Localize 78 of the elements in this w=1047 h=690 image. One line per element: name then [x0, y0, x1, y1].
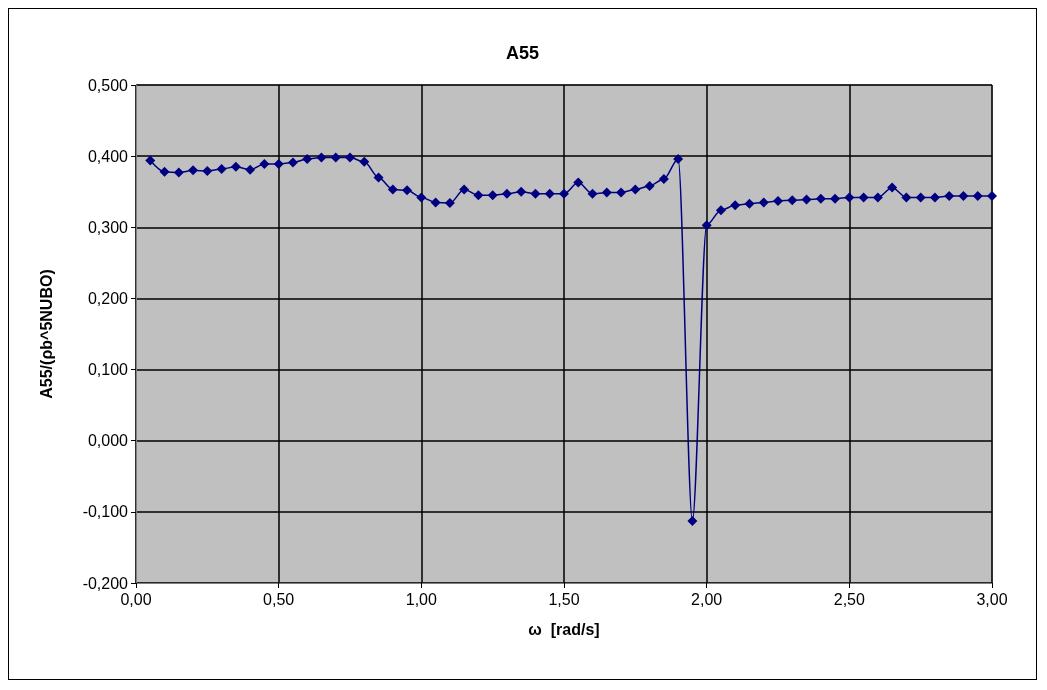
- point: [473, 190, 484, 201]
- point: [487, 190, 498, 201]
- point: [630, 184, 641, 195]
- point: [302, 153, 313, 164]
- point: [544, 188, 555, 199]
- point: [216, 163, 227, 174]
- point: [658, 173, 669, 184]
- point: [644, 181, 655, 192]
- x-tick-label: 0,50: [263, 590, 295, 608]
- point: [273, 158, 284, 169]
- point: [501, 188, 512, 199]
- x-tick-label: 2,00: [691, 590, 723, 608]
- point: [858, 192, 869, 203]
- point: [915, 192, 926, 203]
- point: [601, 187, 612, 198]
- point: [530, 188, 541, 199]
- chart-title: A55: [505, 43, 540, 63]
- point: [929, 192, 940, 203]
- point: [359, 156, 370, 167]
- point: [145, 155, 156, 166]
- point: [715, 205, 726, 216]
- point: [402, 185, 413, 196]
- point: [844, 192, 855, 203]
- point: [616, 187, 627, 198]
- x-tick-label: 2,50: [833, 590, 866, 608]
- point: [944, 190, 955, 201]
- point: [573, 177, 584, 188]
- point: [901, 192, 912, 203]
- point: [245, 164, 256, 175]
- point: [316, 152, 327, 163]
- point: [744, 198, 755, 209]
- point: [758, 197, 769, 208]
- point: [345, 152, 355, 163]
- y-tick-label: -0,200: [82, 574, 129, 592]
- y-tick-label: 0,500: [87, 76, 129, 94]
- point: [459, 184, 470, 195]
- point: [230, 161, 241, 172]
- point: [773, 195, 783, 206]
- point: [373, 172, 384, 183]
- point: [416, 192, 427, 203]
- y-tick-label: 0,200: [87, 289, 129, 307]
- point: [887, 182, 898, 193]
- point: [815, 193, 826, 204]
- y-axis-title: A55/(ρb^5NUBO): [37, 269, 55, 399]
- x-tick-label: 3,00: [976, 590, 1008, 608]
- point: [516, 186, 527, 197]
- point: [958, 190, 969, 201]
- point: [287, 157, 298, 168]
- y-tick-label: 0,400: [87, 147, 129, 165]
- point: [673, 153, 684, 164]
- point: [444, 198, 455, 209]
- point: [787, 195, 798, 206]
- point: [872, 192, 883, 203]
- point: [430, 197, 441, 208]
- x-tick-label: 0,00: [120, 590, 152, 608]
- point: [972, 190, 983, 201]
- y-tick-label: -0,100: [82, 503, 129, 521]
- point: [559, 188, 569, 199]
- point: [801, 194, 812, 205]
- point: [259, 158, 270, 169]
- x-tick-label: 1,00: [405, 590, 438, 608]
- x-tick-label: 1,50: [548, 590, 580, 608]
- point: [159, 166, 170, 177]
- point: [730, 200, 741, 211]
- point: [687, 516, 698, 527]
- point: [202, 166, 213, 177]
- point: [587, 188, 598, 199]
- point: [987, 190, 997, 201]
- x-axis-title: ω [rad/s]: [528, 620, 600, 638]
- point: [387, 184, 398, 195]
- y-tick-label: 0,000: [87, 432, 129, 450]
- point: [830, 193, 841, 204]
- point: [701, 220, 712, 231]
- y-tick-label: 0,100: [87, 361, 129, 379]
- point: [173, 167, 184, 178]
- y-tick-label: 0,300: [87, 218, 129, 236]
- point: [330, 152, 341, 163]
- point: [188, 165, 199, 176]
